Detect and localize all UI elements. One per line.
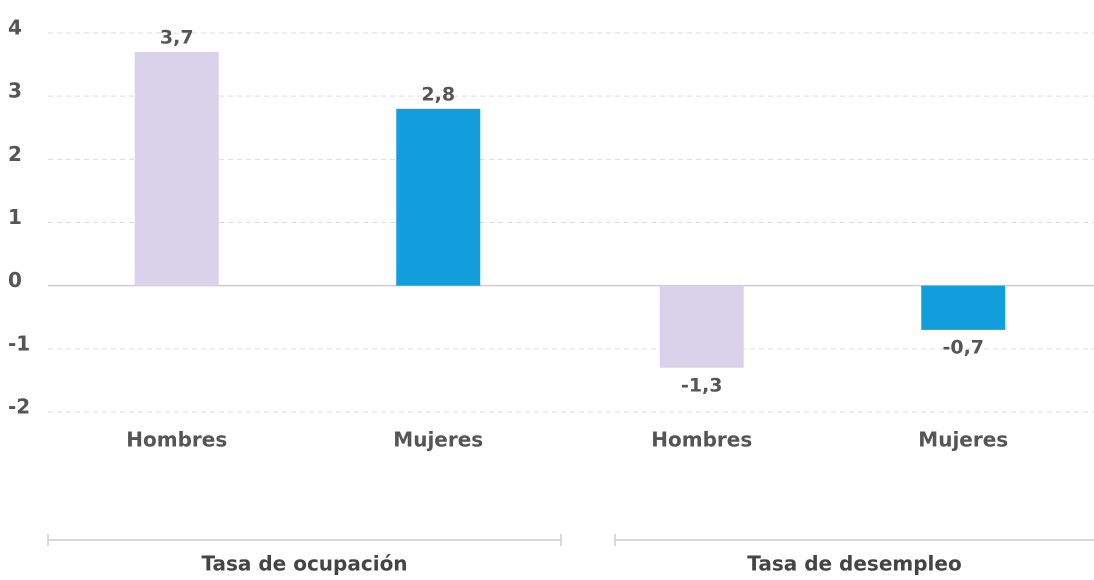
x-tick-label: Mujeres (393, 428, 483, 452)
value-label: 2,8 (421, 83, 455, 105)
group-label: Tasa de desempleo (747, 552, 961, 576)
x-tick-label: Hombres (651, 428, 752, 452)
y-tick-label: 4 (8, 16, 22, 40)
bar (134, 51, 219, 286)
x-tick-label: Mujeres (918, 428, 1008, 452)
value-label: -0,7 (942, 336, 984, 358)
y-tick-label: 3 (8, 79, 22, 103)
bar (396, 108, 481, 286)
bar (921, 285, 1006, 330)
x-tick-label: Hombres (126, 428, 227, 452)
y-tick-label: 0 (8, 268, 22, 292)
y-tick-label: -2 (8, 395, 30, 419)
bar (659, 285, 744, 368)
group-label: Tasa de ocupación (201, 552, 407, 576)
y-tick-label: 2 (8, 142, 22, 166)
y-tick-label: -1 (8, 331, 30, 355)
y-tick-label: 1 (8, 205, 22, 229)
value-label: 3,7 (160, 26, 194, 48)
value-label: -1,3 (681, 374, 723, 396)
